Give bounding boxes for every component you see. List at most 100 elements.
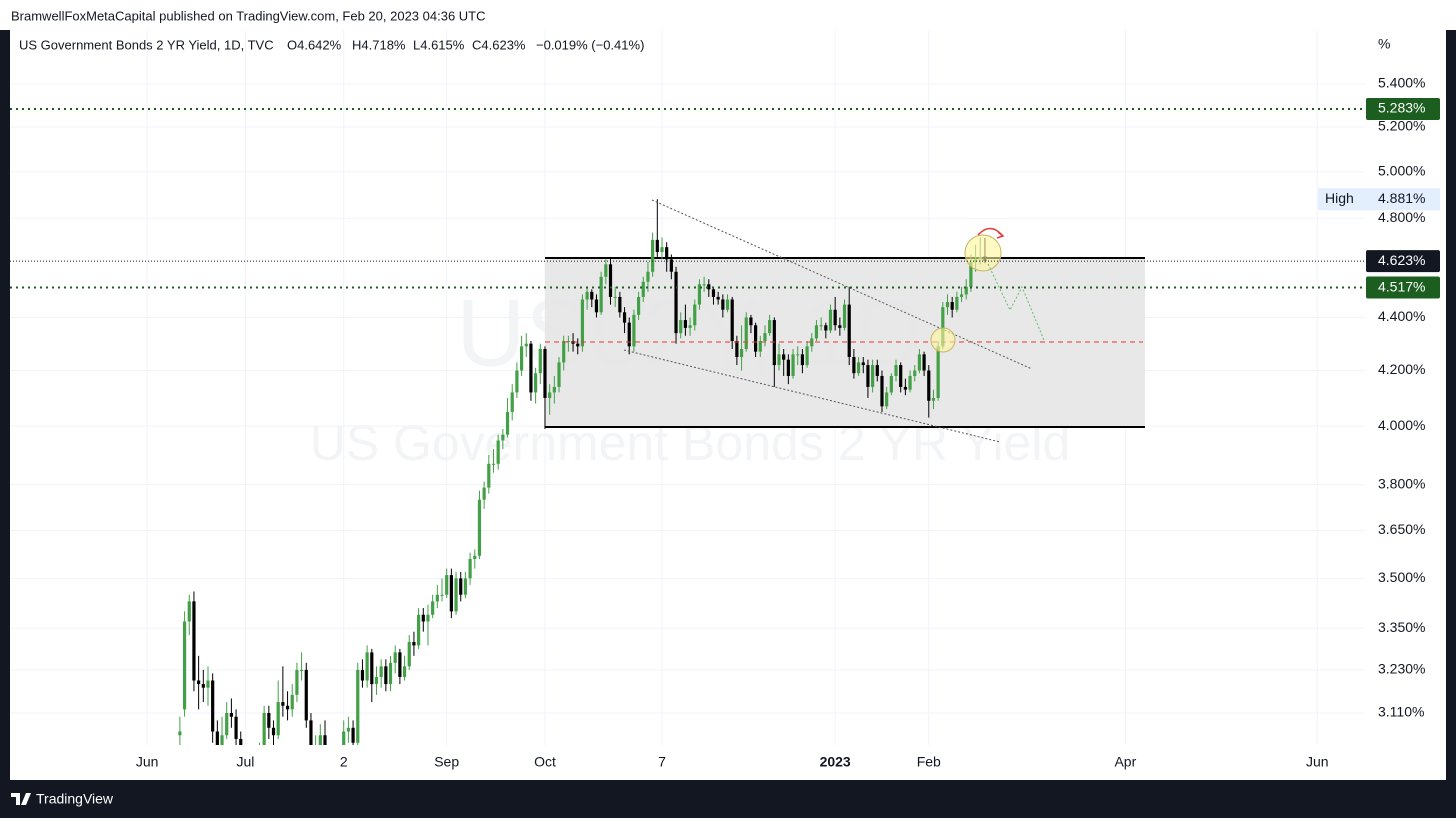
candle-body (828, 309, 833, 331)
x-tick-label: 2 (340, 754, 348, 770)
candle-body (791, 354, 795, 376)
candle-body (880, 375, 884, 407)
price-label: 4.623% (1378, 252, 1425, 268)
legend-change: −0.019% (−0.41%) (536, 37, 644, 52)
projection-path (987, 263, 1045, 341)
candle-body (501, 434, 505, 441)
y-tick-label: 5.200% (1378, 118, 1425, 134)
candle-body (861, 362, 865, 366)
candle-body (566, 341, 570, 343)
x-tick-label: 7 (658, 754, 666, 770)
y-tick-label: 4.200% (1378, 361, 1425, 377)
candle-body (393, 652, 397, 663)
candle-body (782, 354, 786, 360)
candle-body (805, 346, 809, 366)
candle-body (674, 271, 678, 334)
brand-logo (11, 793, 31, 805)
candle-body (356, 669, 360, 743)
candle-body (941, 307, 945, 347)
highlight-circle (930, 327, 956, 353)
candle-body (417, 614, 421, 646)
candle-body (772, 320, 776, 366)
candle-body (215, 731, 219, 745)
candle-body (351, 727, 355, 743)
candle-body (473, 555, 477, 559)
candle-body (683, 320, 687, 328)
candle-body (665, 247, 669, 260)
candle-body (309, 720, 313, 745)
candle-body (964, 286, 968, 295)
candle-body (969, 261, 973, 287)
candle-body (894, 365, 898, 376)
candle-body (739, 348, 744, 358)
candle-body (777, 354, 781, 366)
brand: TradingView (36, 791, 114, 807)
legend-high: H4.718% (352, 37, 406, 52)
candle-body (660, 247, 664, 253)
candle-body (702, 284, 706, 286)
candle-body (534, 373, 538, 393)
high-title: High (1325, 190, 1354, 206)
candle-body (847, 304, 851, 358)
candle-body (959, 294, 964, 297)
candle-body (468, 558, 472, 579)
candle-body (342, 731, 346, 745)
candle-body (182, 621, 187, 710)
candle-body (295, 669, 299, 695)
candle-body (856, 362, 861, 374)
candle-body (346, 727, 350, 732)
candle-body (576, 343, 580, 347)
candle-body (505, 411, 510, 435)
candle-body (562, 341, 566, 363)
candle-body (608, 264, 613, 297)
candle-body (833, 309, 837, 326)
candle-body (819, 325, 823, 327)
candle-body (211, 680, 215, 732)
candle-body (538, 348, 542, 374)
highlight-circle (964, 234, 1002, 272)
candle-body (463, 578, 468, 595)
candle-body (435, 594, 439, 602)
candle-body (768, 320, 772, 334)
high-label: 4.881% (1378, 190, 1425, 206)
candle-body (360, 669, 365, 681)
candle-body (323, 735, 327, 745)
candle-body (262, 713, 266, 745)
candle-body (679, 320, 683, 334)
candle-body (374, 676, 379, 685)
reversal-arrow-head (996, 231, 1005, 239)
candle-body (754, 325, 758, 352)
price-label: 4.517% (1378, 278, 1425, 294)
candle-body (192, 601, 196, 681)
candle-body (693, 304, 697, 326)
candle-body (496, 440, 500, 464)
candle-body (697, 284, 702, 305)
trendline-lower (623, 349, 1001, 443)
x-tick-label: Jul (236, 754, 254, 770)
candle-body (388, 662, 393, 685)
footer (0, 780, 1456, 818)
candle-body (239, 738, 243, 745)
candle-body (234, 716, 238, 739)
candle-body (744, 317, 748, 349)
y-tick-label: 3.500% (1378, 569, 1425, 585)
candle-body (814, 325, 819, 339)
candle-body (716, 296, 720, 300)
frame-left (0, 30, 10, 780)
candle-body (730, 299, 734, 342)
candle-body (613, 296, 617, 298)
candle-body (641, 281, 645, 297)
candle-body (402, 666, 407, 677)
x-tick-label: Oct (534, 754, 556, 770)
candle-body (908, 375, 912, 390)
candle-body (950, 302, 954, 310)
candle-body (707, 284, 711, 290)
candle-body (487, 463, 491, 488)
candle-body (721, 299, 725, 310)
x-tick-label: Sep (434, 754, 459, 770)
price-lines (10, 107, 1365, 289)
legend-close: C4.623% (472, 37, 526, 52)
candle-body (866, 365, 870, 387)
candle-body (669, 259, 673, 272)
